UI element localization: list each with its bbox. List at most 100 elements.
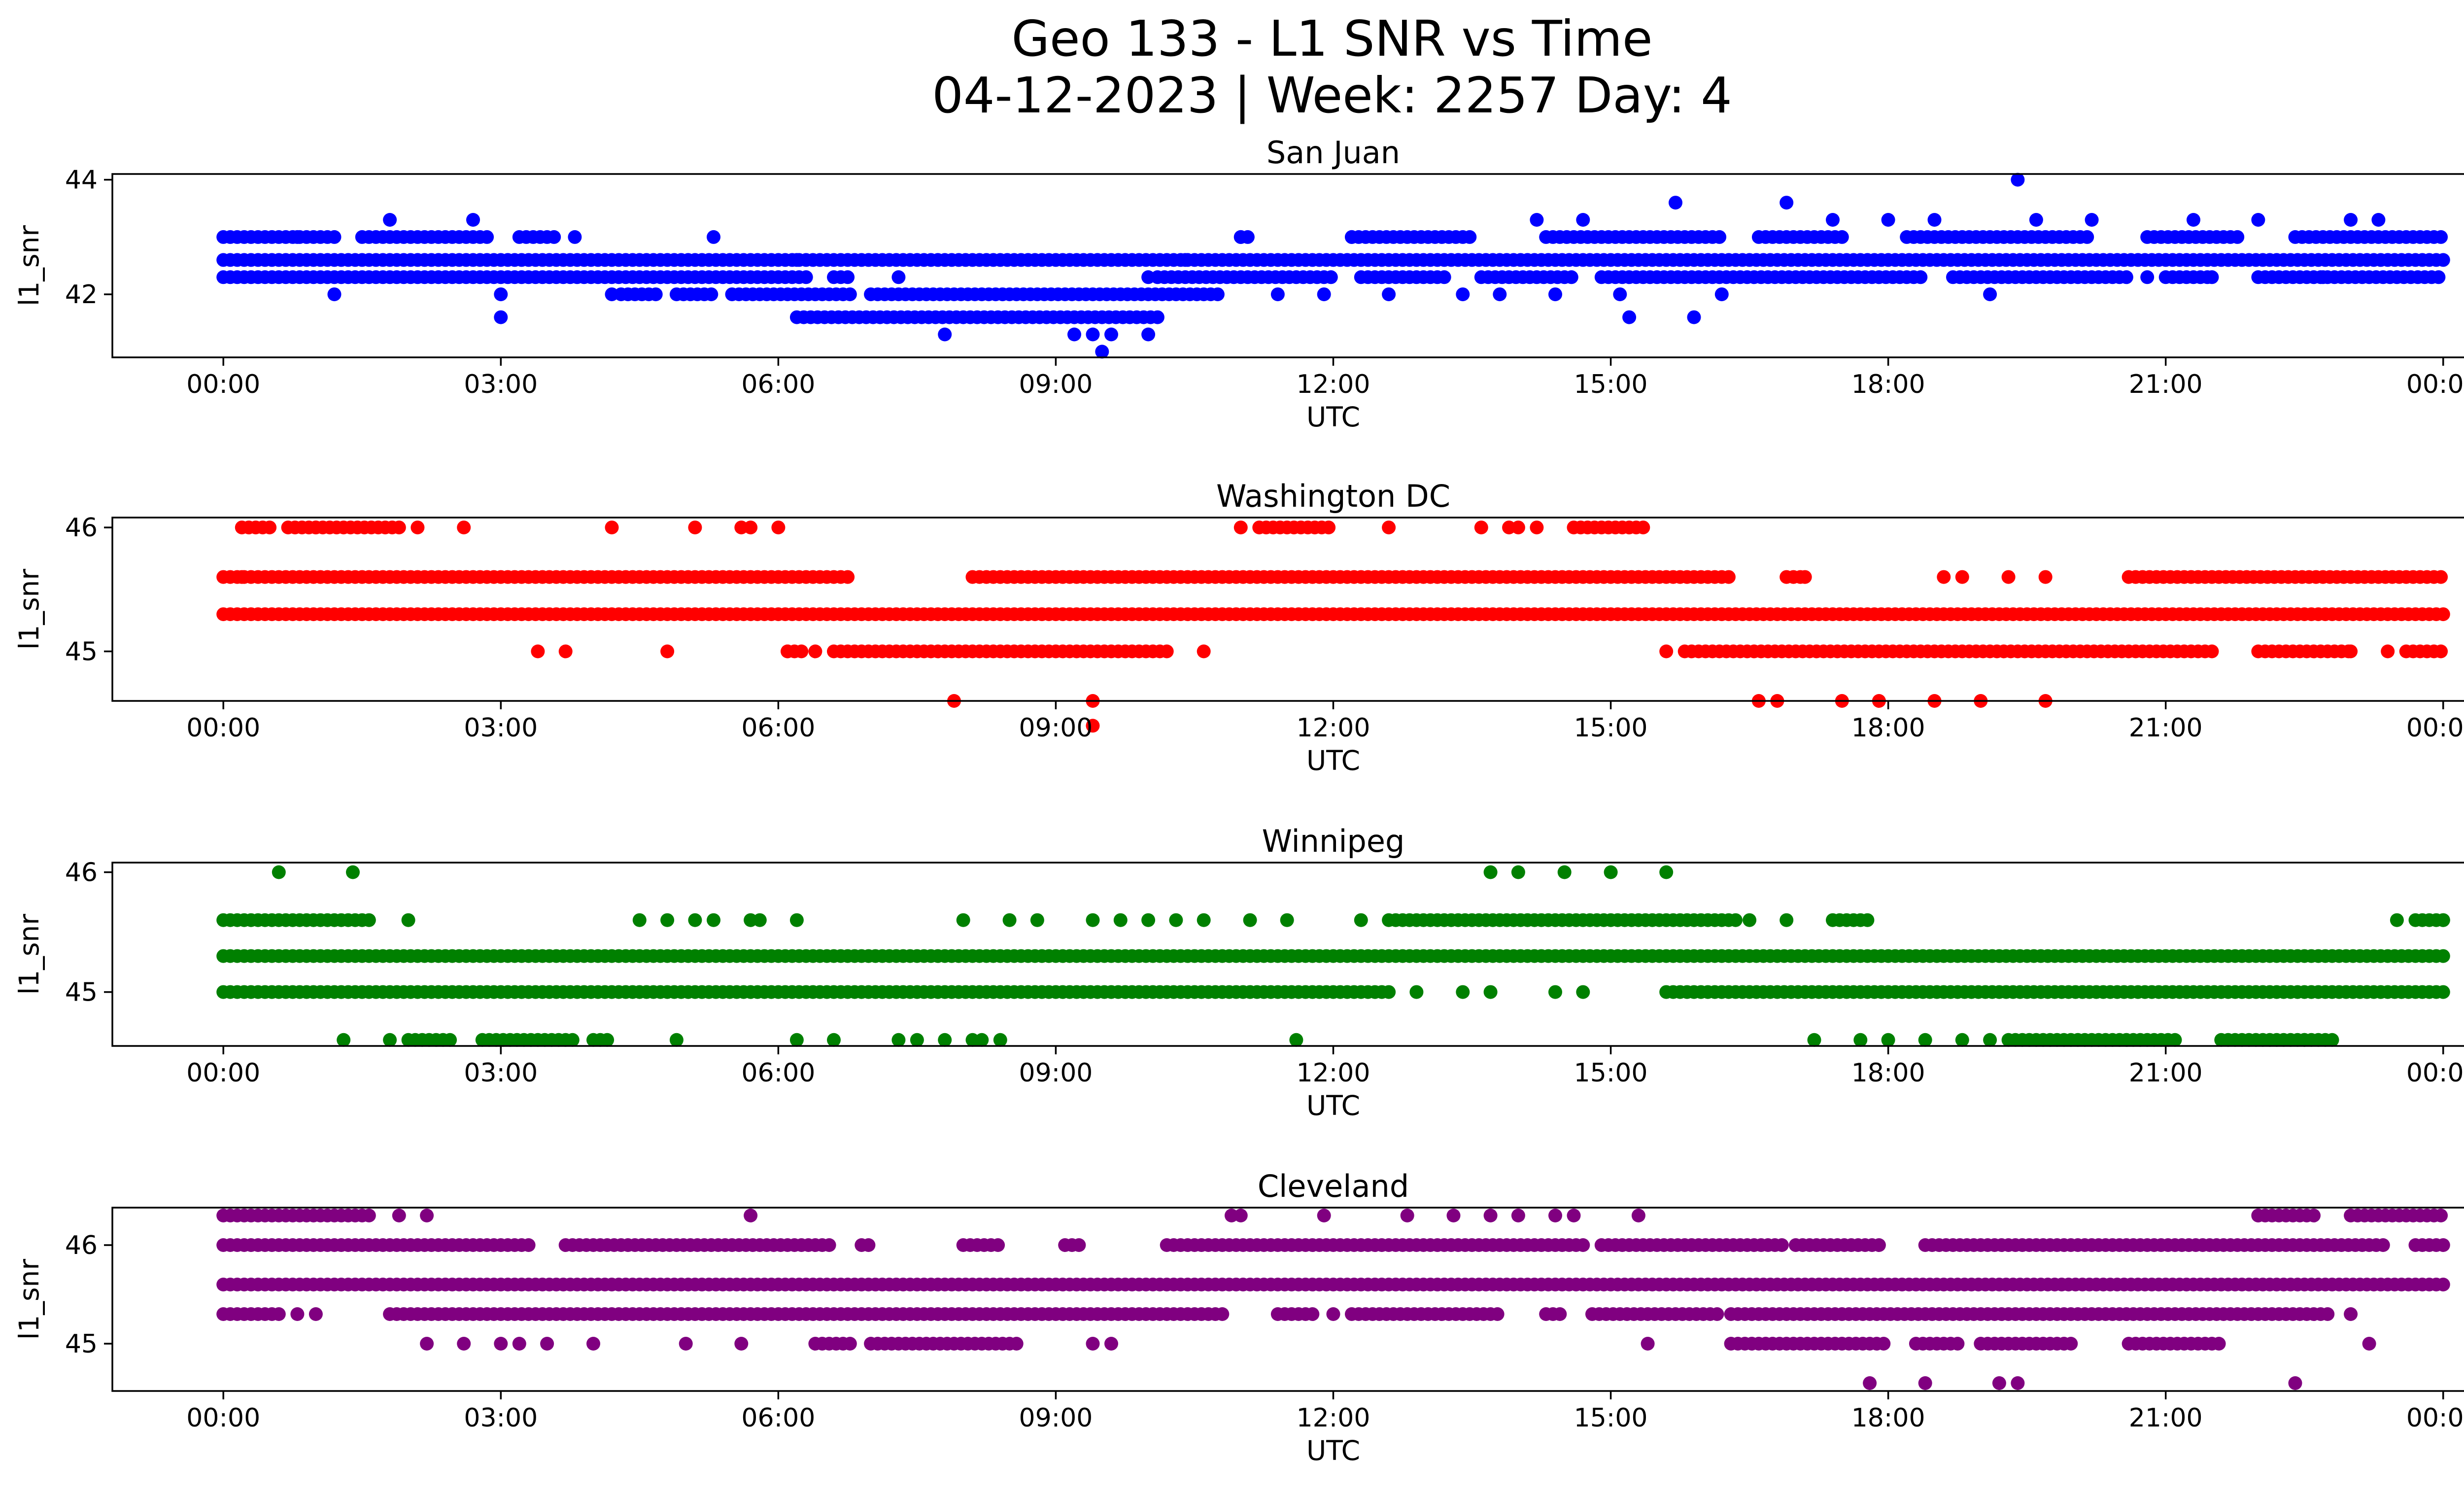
data-point xyxy=(1086,913,1100,927)
data-point xyxy=(337,1033,351,1047)
data-point xyxy=(605,521,619,535)
x-tick-label: 12:00 xyxy=(1297,1403,1370,1433)
data-point xyxy=(235,570,249,584)
data-point xyxy=(1712,230,1727,244)
data-point xyxy=(1881,1033,1895,1047)
data-point xyxy=(1710,1307,1724,1321)
figure-title-line2: 04-12-2023 | Week: 2257 Day: 4 xyxy=(932,67,1732,124)
y-tick-label: 42 xyxy=(65,280,98,310)
data-point xyxy=(1382,287,1396,302)
data-point xyxy=(2321,1307,2335,1321)
data-point xyxy=(2344,1307,2358,1321)
data-point xyxy=(1983,287,1997,302)
x-tick-label: 18:00 xyxy=(1851,370,1925,399)
data-point xyxy=(411,521,425,535)
x-tick-label: 03:00 xyxy=(464,713,538,743)
data-point xyxy=(392,1209,406,1222)
data-point xyxy=(2085,213,2099,227)
panel-cleveland: Cleveland 00:00 03:00 06:00 09:00 12:00 15:00 1… xyxy=(13,1168,2464,1466)
data-point xyxy=(861,1238,876,1252)
data-point xyxy=(2434,1209,2448,1222)
x-tick-label: 00:00 xyxy=(2406,1403,2464,1433)
data-point xyxy=(744,521,758,535)
data-point xyxy=(2307,1209,2321,1222)
data-point xyxy=(1548,985,1562,999)
data-point xyxy=(362,913,376,927)
data-point xyxy=(2001,570,2016,584)
x-tick-label: 18:00 xyxy=(1851,713,1925,743)
y-tick-label: 46 xyxy=(65,513,98,543)
x-tick-label: 00:00 xyxy=(186,370,260,399)
x-axis-label: UTC xyxy=(1306,745,1360,776)
data-point xyxy=(2168,1033,2182,1047)
data-point xyxy=(1354,913,1368,927)
data-point xyxy=(1086,327,1100,342)
data-point xyxy=(1483,1209,1498,1222)
data-point xyxy=(1104,327,1118,342)
data-point xyxy=(1456,287,1470,302)
data-point xyxy=(1927,213,1942,227)
data-point xyxy=(1798,570,1812,584)
data-point xyxy=(1233,521,1248,535)
x-tick-label: 03:00 xyxy=(464,370,538,399)
data-point xyxy=(1564,270,1578,284)
points-washington-dc xyxy=(216,521,2450,733)
data-point xyxy=(586,1337,600,1351)
data-point xyxy=(1743,913,1757,927)
data-point xyxy=(1511,865,1525,879)
data-point xyxy=(494,1337,508,1351)
data-point xyxy=(1955,1033,1969,1047)
data-point xyxy=(346,865,360,879)
data-point xyxy=(2390,913,2404,927)
data-point xyxy=(263,521,277,535)
panel-san-juan: San Juan 00:00 03:00 06:00 09:00 12:00 15:00 18… xyxy=(13,135,2464,433)
data-point xyxy=(2436,1238,2450,1252)
data-point xyxy=(1215,1307,1230,1321)
x-tick-label: 12:00 xyxy=(1297,713,1370,743)
data-point xyxy=(679,1337,693,1351)
y-tick-label: 46 xyxy=(65,1231,98,1260)
data-point xyxy=(1604,865,1618,879)
data-point xyxy=(2316,270,2330,284)
data-point xyxy=(2029,213,2043,227)
data-point xyxy=(1659,865,1674,879)
data-point xyxy=(1992,1376,2006,1390)
data-point xyxy=(660,644,675,659)
y-axis-label: l1_snr xyxy=(13,1259,45,1340)
data-point xyxy=(2434,230,2448,244)
data-point xyxy=(649,287,663,302)
data-point xyxy=(2436,607,2450,622)
x-tick-label: 09:00 xyxy=(1019,370,1093,399)
data-point xyxy=(2434,644,2448,659)
x-tick-label: 00:00 xyxy=(186,1403,260,1433)
data-point xyxy=(1305,1307,1320,1321)
data-point xyxy=(1835,230,1849,244)
panel-title-san-juan: San Juan xyxy=(1266,135,1400,171)
x-tick-label: 06:00 xyxy=(741,1403,815,1433)
data-point xyxy=(1409,985,1424,999)
x-tick-label: 03:00 xyxy=(464,1058,538,1088)
data-point xyxy=(494,287,508,302)
x-axis-label: UTC xyxy=(1306,1435,1360,1466)
data-point xyxy=(2011,1376,2025,1390)
x-tick-label: 03:00 xyxy=(464,1403,538,1433)
data-point xyxy=(2436,985,2450,999)
data-point xyxy=(1104,1337,1118,1351)
data-point xyxy=(2325,1033,2339,1047)
data-point xyxy=(512,1337,526,1351)
data-point xyxy=(2119,270,2133,284)
data-point xyxy=(494,310,508,324)
x-tick-label: 06:00 xyxy=(741,713,815,743)
data-point xyxy=(565,1033,580,1047)
x-tick-label: 15:00 xyxy=(1574,713,1648,743)
x-tick-label: 21:00 xyxy=(2129,1403,2203,1433)
data-point xyxy=(1030,913,1044,927)
data-point xyxy=(308,1307,323,1321)
data-point xyxy=(1437,270,1451,284)
data-point xyxy=(822,1238,836,1252)
data-point xyxy=(605,287,619,302)
data-point xyxy=(547,230,561,244)
data-point xyxy=(1853,1033,1868,1047)
data-point xyxy=(771,521,786,535)
data-point xyxy=(1576,985,1590,999)
